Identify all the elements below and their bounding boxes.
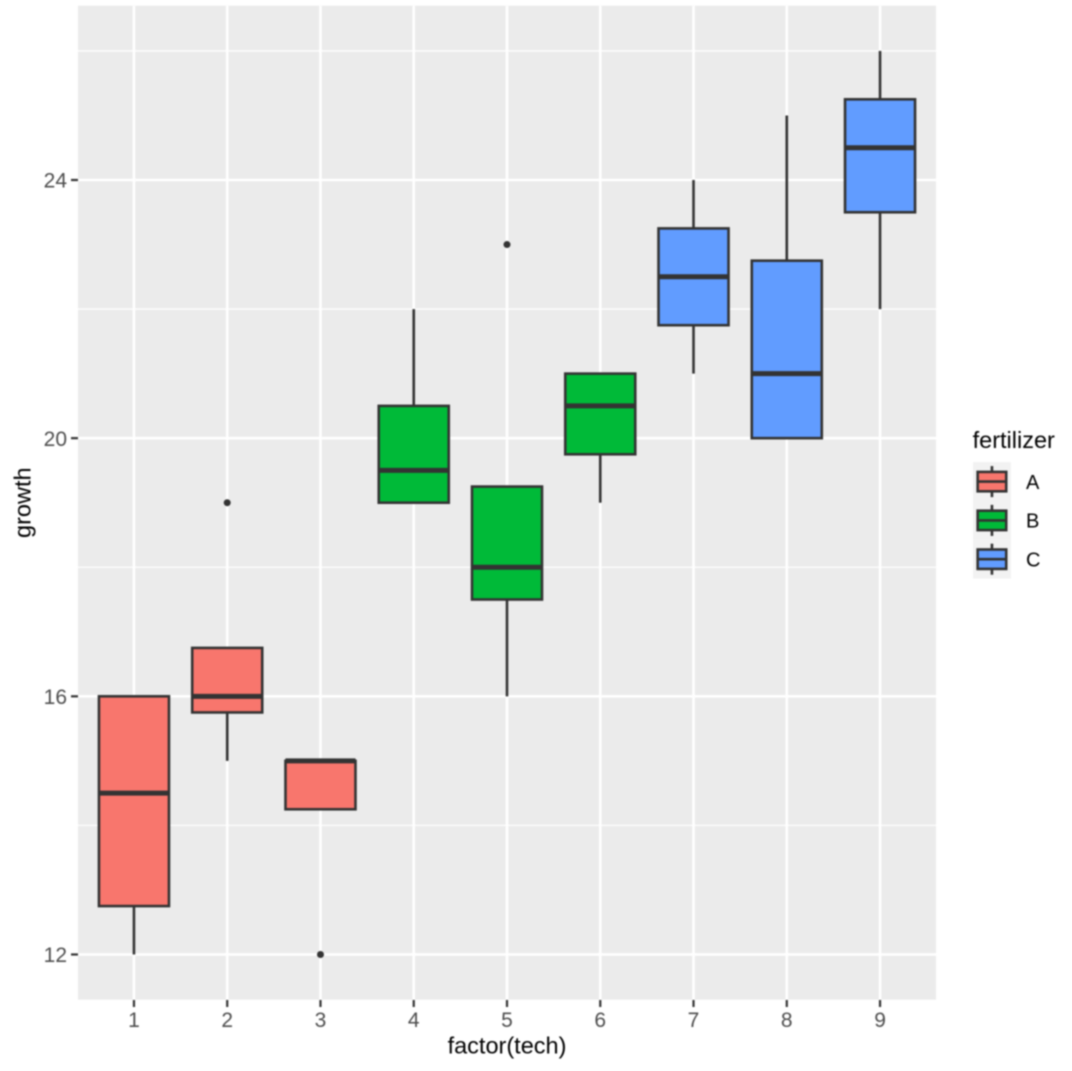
svg-text:factor(tech): factor(tech) <box>448 1033 567 1059</box>
svg-text:9: 9 <box>874 1009 886 1032</box>
svg-text:12: 12 <box>44 944 67 967</box>
svg-text:1: 1 <box>128 1009 140 1032</box>
svg-text:fertilizer: fertilizer <box>973 427 1055 453</box>
svg-text:B: B <box>1026 511 1039 533</box>
svg-text:5: 5 <box>501 1009 513 1032</box>
svg-text:24: 24 <box>44 170 68 193</box>
svg-text:growth: growth <box>10 467 36 538</box>
svg-text:3: 3 <box>315 1009 327 1032</box>
svg-text:20: 20 <box>44 428 67 451</box>
svg-text:6: 6 <box>594 1009 606 1032</box>
svg-text:C: C <box>1026 549 1040 571</box>
svg-text:16: 16 <box>44 686 67 709</box>
svg-text:A: A <box>1026 472 1040 494</box>
svg-text:2: 2 <box>221 1009 233 1032</box>
svg-text:4: 4 <box>408 1009 420 1032</box>
svg-text:7: 7 <box>688 1009 700 1032</box>
svg-text:8: 8 <box>781 1009 793 1032</box>
